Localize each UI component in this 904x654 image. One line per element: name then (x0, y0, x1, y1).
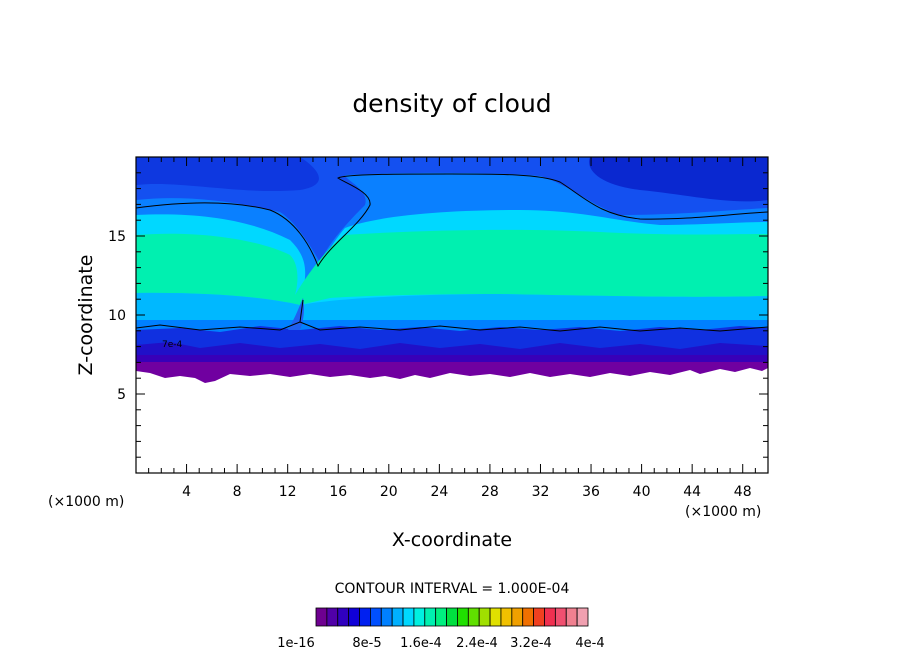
band-lower-cyan (136, 292, 768, 322)
colorbar-tick-label: 2.4e-4 (456, 636, 498, 651)
y-tick-label: 5 (117, 387, 126, 403)
x-tick-label: 36 (582, 484, 600, 500)
y-axis-label: Z-coordinate (75, 255, 97, 376)
colorbar-swatch (467, 607, 480, 627)
colorbar-swatch (348, 607, 360, 627)
band-core (136, 229, 768, 305)
x-unit-right: (×1000 m) (685, 504, 761, 520)
colorbar-labels: 1e-16 8e-5 1.6e-4 2.4e-4 3.2e-4 4e-4 (277, 636, 604, 651)
y-tick-label: 10 (108, 308, 126, 324)
x-tick-label: 24 (430, 484, 448, 500)
colorbar-tick-label: 8e-5 (352, 636, 381, 651)
colorbar-swatch (554, 607, 567, 627)
colorbar-swatch (435, 607, 447, 627)
x-tick-label: 4 (182, 484, 191, 500)
colorbar-swatch (511, 607, 524, 627)
colorbar-tick-label: 3.2e-4 (510, 636, 552, 651)
colorbar-swatch (576, 607, 589, 627)
band-upper-dark-right (589, 157, 768, 202)
colorbar-swatch (500, 607, 513, 627)
colorbar-swatch (413, 607, 426, 627)
contour-line-upper (136, 173, 768, 268)
colorbar-swatch (337, 607, 350, 627)
colorbar-swatch (446, 607, 458, 627)
colorbar-swatch (359, 607, 371, 627)
colorbar-swatch (402, 607, 415, 627)
colorbar-swatch (424, 607, 437, 627)
y-tick-label: 15 (108, 229, 126, 245)
x-tick-label: 40 (633, 484, 651, 500)
x-tick-label: 12 (279, 484, 297, 500)
colorbar-swatch (391, 607, 404, 627)
y-axis-ticks: 5 10 15 (108, 172, 768, 458)
x-tick-label: 28 (481, 484, 499, 500)
contour-line-base (136, 299, 768, 332)
band-base-purple (136, 362, 768, 383)
plot-area: 7e-4 (136, 157, 768, 473)
x-axis-label: X-coordinate (392, 529, 512, 551)
colorbar-swatch (533, 607, 545, 627)
colorbar-swatch (565, 607, 578, 627)
colorbar-tick-label: 4e-4 (575, 636, 604, 651)
colorbar-swatch (315, 607, 328, 627)
colorbar-swatch (326, 607, 339, 627)
x-unit-left: (×1000 m) (48, 494, 124, 510)
x-axis-ticks: 4 8 12 16 20 24 28 32 36 40 44 48 (148, 157, 756, 500)
colorbar-swatch (457, 607, 469, 627)
x-tick-label: 48 (734, 484, 752, 500)
colorbar-swatch (478, 607, 491, 627)
colorbar-swatch (544, 607, 556, 627)
chart-title: density of cloud (352, 89, 551, 118)
x-tick-label: 32 (532, 484, 550, 500)
band-upper-dark (136, 157, 319, 192)
colorbar (315, 607, 589, 627)
colorbar-swatch (369, 607, 382, 627)
colorbar-swatch (489, 607, 502, 627)
band-base-blue (136, 326, 768, 352)
x-tick-label: 20 (380, 484, 398, 500)
colorbar-swatch (380, 607, 393, 627)
colorbar-tick-label: 1e-16 (277, 636, 315, 651)
contour-interval: CONTOUR INTERVAL = 1.000E-04 (335, 581, 570, 597)
x-tick-label: 44 (683, 484, 701, 500)
x-tick-label: 8 (233, 484, 242, 500)
x-tick-label: 16 (329, 484, 347, 500)
colorbar-tick-label: 1.6e-4 (400, 636, 442, 651)
colorbar-swatch (522, 607, 534, 627)
contour-label: 7e-4 (162, 340, 183, 350)
